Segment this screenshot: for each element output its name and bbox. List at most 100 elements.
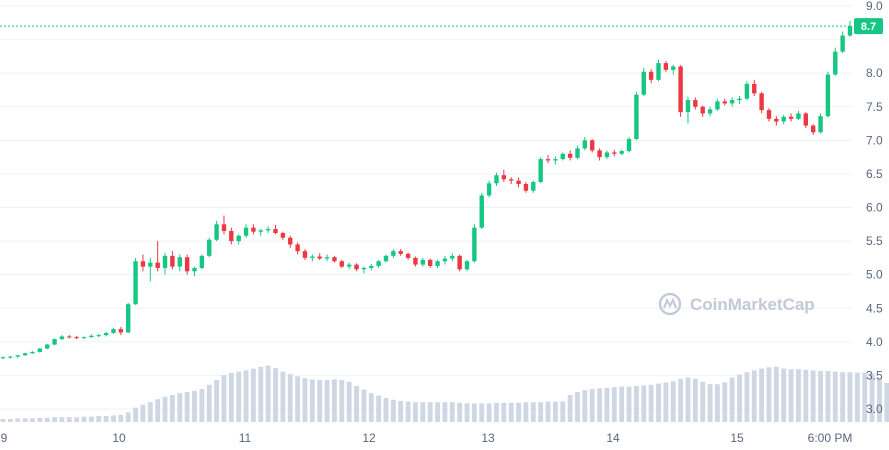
candle-body: [464, 261, 470, 270]
volume-bar: [140, 404, 146, 422]
volume-bar: [670, 381, 676, 422]
candle: [501, 169, 507, 182]
candle: [324, 254, 330, 262]
candle: [597, 148, 602, 161]
volume-bar: [7, 419, 13, 422]
candle: [67, 335, 72, 339]
candle-body: [604, 152, 610, 158]
candle-body: [656, 63, 661, 80]
candle-body: [251, 227, 256, 232]
candle: [376, 259, 381, 268]
gridlines: [0, 5, 852, 410]
candle: [96, 333, 101, 338]
volume-bar: [707, 384, 713, 422]
volume-bar: [656, 383, 661, 422]
candle-body: [567, 153, 573, 158]
candle: [442, 255, 448, 265]
candle-body: [199, 255, 205, 268]
candle: [648, 69, 654, 84]
volume-bar: [170, 395, 175, 422]
volume-bar: [729, 377, 735, 422]
candle-body: [442, 258, 448, 262]
candle-body: [744, 83, 750, 99]
candle-body: [52, 339, 57, 345]
volume-bar: [854, 372, 860, 422]
candle-body: [781, 116, 786, 122]
candle: [251, 224, 256, 235]
candle-body: [450, 255, 455, 259]
candle-body: [840, 35, 845, 52]
candle-body: [288, 237, 293, 245]
candle-body: [81, 337, 87, 339]
volume-bar: [317, 380, 323, 422]
volume-bar: [192, 390, 197, 422]
volume-bar: [575, 392, 580, 422]
candle-body: [405, 253, 411, 258]
candle: [590, 138, 595, 153]
candle: [0, 356, 6, 360]
volume-bar: [96, 416, 102, 422]
candle: [560, 152, 565, 161]
candle-body: [324, 257, 330, 259]
candle: [391, 249, 396, 258]
volume-bar: [155, 399, 161, 422]
volume-bar: [368, 393, 374, 422]
volume-bar: [442, 402, 448, 422]
candle-body: [693, 100, 698, 107]
volume-bar: [803, 369, 809, 422]
candle: [81, 336, 87, 340]
y-tick-label: 4.5: [866, 301, 883, 315]
candle-body: [671, 66, 676, 70]
volume-bar: [346, 381, 352, 422]
candle-body: [509, 179, 514, 181]
volume-bar: [435, 402, 440, 422]
volume-bar: [133, 407, 138, 422]
volume-bar: [692, 378, 698, 422]
y-tick-label: 4.0: [866, 335, 883, 349]
candle: [619, 149, 624, 156]
candle: [170, 251, 175, 270]
volume-bar: [788, 369, 794, 422]
volume-bar: [111, 415, 116, 422]
volume-bar: [376, 395, 382, 422]
volume-bar: [309, 379, 315, 422]
candle-body: [516, 180, 521, 184]
candle-body: [310, 256, 315, 258]
candle: [383, 254, 389, 263]
watermark-text: CoinMarketCap: [690, 295, 815, 314]
candle: [479, 192, 484, 229]
last-price-badge: [854, 18, 883, 35]
candle: [52, 338, 57, 346]
candle: [155, 241, 160, 272]
candle-body: [391, 251, 396, 256]
candle: [722, 98, 727, 106]
candle: [715, 98, 720, 111]
volume-bar: [759, 368, 765, 422]
candle-body: [111, 329, 116, 334]
volume-bar: [339, 380, 345, 422]
candle-body: [332, 257, 337, 262]
candle: [265, 226, 271, 234]
candle-body: [641, 71, 646, 95]
candle-body: [354, 264, 359, 270]
volume-bar: [589, 389, 595, 422]
volume-bar: [0, 419, 6, 422]
candle: [737, 96, 742, 105]
candle: [531, 180, 536, 193]
candle: [788, 113, 794, 122]
candle-body: [265, 228, 271, 231]
candle: [486, 180, 492, 198]
candle: [847, 20, 853, 37]
candle-body: [494, 175, 499, 184]
candle: [369, 263, 374, 271]
candle: [361, 266, 367, 274]
candle-body: [398, 251, 403, 254]
y-tick-label: 6.5: [866, 167, 883, 181]
candle-body: [126, 304, 131, 333]
candle: [118, 327, 124, 336]
candle-body: [22, 353, 28, 356]
candle: [207, 237, 212, 258]
candle: [567, 150, 573, 161]
candle-body: [788, 116, 794, 119]
